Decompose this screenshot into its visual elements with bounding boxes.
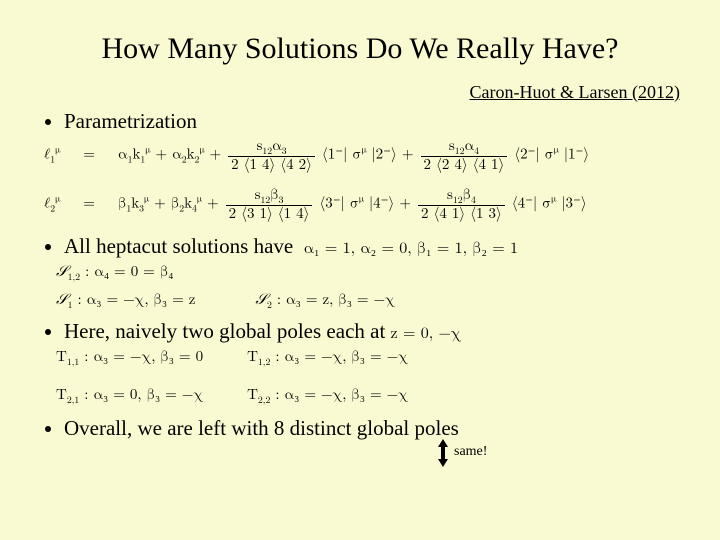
bullet-list-3: Here, naively two global poles each at z… bbox=[36, 319, 684, 344]
equation-l2: ℓ2μ = β1k3μ + β2k4μ + s12β32 ⟨3 1⟩ ⟨1 4⟩… bbox=[44, 187, 684, 222]
bullet-heptacut: All heptacut solutions have α₁ = 1, α₂ =… bbox=[64, 234, 684, 259]
inline-constraints: α₁ = 1, α₂ = 0, β₁ = 1, β₂ = 1 bbox=[304, 241, 518, 257]
bullet-list-2: All heptacut solutions have α₁ = 1, α₂ =… bbox=[36, 234, 684, 259]
equation-s12: 𝒮1,2 : α₄ = 0 = β₄ bbox=[56, 263, 684, 283]
bullet-parametrization: Parametrization bbox=[64, 109, 684, 134]
equation-l1: ℓ1μ = α1k1μ + α2k2μ + s12α32 ⟨1 4⟩ ⟨4 2⟩… bbox=[44, 138, 684, 173]
bullet-naively: Here, naively two global poles each at z… bbox=[64, 319, 684, 344]
same-label: same! bbox=[454, 444, 487, 460]
equation-t21-t22: T2,1 : α₃ = 0, β₃ = −χ T2,2 : α₃ = −χ, β… bbox=[56, 386, 684, 406]
equation-t11-t12: T1,1 : α₃ = −χ, β₃ = 0 T1,2 : α₃ = −χ, β… bbox=[56, 348, 684, 368]
citation: Caron-Huot & Larsen (2012) bbox=[36, 82, 680, 103]
equation-s1-s2: 𝒮1 : α₃ = −χ, β₃ = z 𝒮2 : α₃ = z, β₃ = −… bbox=[56, 291, 684, 311]
bullet-list-4: Overall, we are left with 8 distinct glo… bbox=[36, 416, 684, 441]
slide: How Many Solutions Do We Really Have? Ca… bbox=[0, 0, 720, 540]
arrow-down-icon bbox=[438, 459, 448, 467]
slide-title: How Many Solutions Do We Really Have? bbox=[36, 32, 684, 66]
bullet-overall: Overall, we are left with 8 distinct glo… bbox=[64, 416, 684, 441]
bullet-list: Parametrization bbox=[36, 109, 684, 134]
